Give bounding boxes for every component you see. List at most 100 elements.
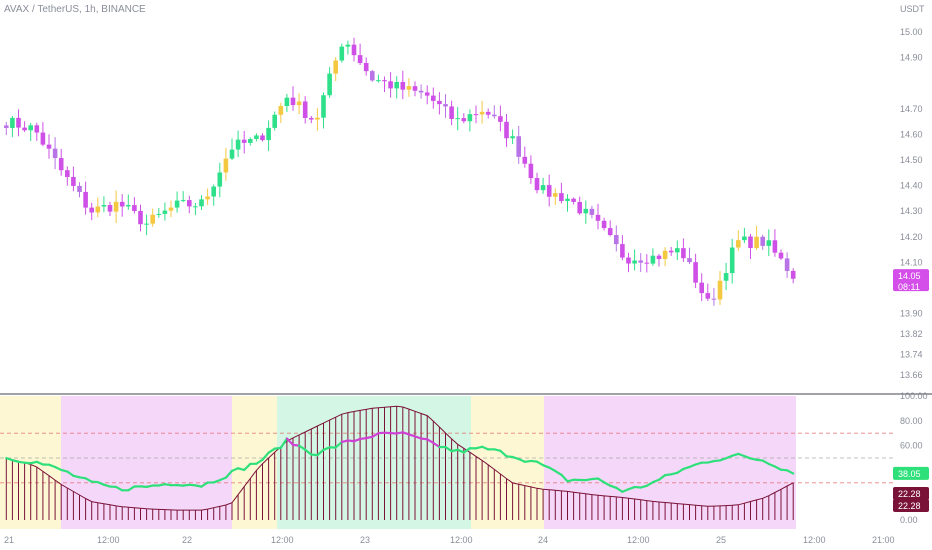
candle: [126, 194, 131, 210]
candle-body: [748, 236, 753, 249]
rsi-line-segment: [554, 469, 563, 476]
candle: [729, 238, 735, 284]
candle-body: [607, 228, 613, 236]
candle: [717, 271, 723, 305]
candle: [766, 229, 772, 257]
candle: [296, 93, 302, 115]
candle-body: [687, 258, 692, 263]
candle-body: [315, 117, 320, 120]
candle-body: [388, 81, 393, 89]
candle-body: [22, 127, 27, 131]
candle-body: [95, 206, 101, 213]
candle-body: [126, 205, 131, 207]
rsi-line-segment: [596, 477, 606, 484]
candle: [144, 214, 149, 236]
candle-body: [614, 235, 619, 245]
candle: [443, 94, 448, 118]
candle-body: [162, 210, 168, 214]
rsi-zone-1: [61, 396, 232, 529]
rsi-line-segment: [602, 481, 612, 487]
rsi-line-segment: [676, 467, 685, 474]
candle: [479, 100, 485, 124]
candle-body: [65, 170, 70, 177]
time-axis[interactable]: 21 12:00 22 12:00 23 12:00 24 12:00 25 12:00 21:00: [4, 535, 895, 545]
price-tick-label: 15.00: [900, 27, 923, 37]
candle: [138, 204, 143, 232]
candle-body: [736, 240, 741, 248]
candle-body: [107, 205, 113, 212]
candle-body: [187, 200, 192, 207]
candle: [589, 205, 595, 219]
candle: [546, 174, 552, 207]
candle: [528, 155, 534, 184]
candle-body: [455, 118, 460, 120]
candle-body: [577, 201, 582, 214]
candle: [107, 201, 113, 217]
candle-body: [632, 260, 637, 264]
candle-body: [113, 201, 119, 212]
candle: [132, 197, 137, 214]
candle: [424, 85, 430, 105]
candle: [248, 137, 253, 146]
rsi-line-segment: [444, 445, 453, 453]
candle-body: [528, 163, 534, 179]
candle-body: [241, 139, 247, 143]
candle-body: [449, 106, 454, 119]
candle: [736, 230, 741, 251]
rsi-tick-label: 100.00: [900, 391, 928, 401]
rsi-line-segment: [645, 481, 655, 487]
rsi-line-segment: [432, 441, 441, 449]
candle-body: [168, 207, 174, 211]
candle: [760, 234, 765, 250]
candle-body: [235, 139, 241, 150]
candle-layer[interactable]: [4, 37, 796, 306]
candle: [22, 121, 27, 132]
time-tick-label: 23: [360, 535, 370, 545]
candle: [278, 102, 284, 123]
candle-body: [229, 149, 235, 159]
candle: [620, 235, 625, 261]
price-axis[interactable]: 15.00 14.90 14.70 14.60 14.50 14.40 14.30 14.20…: [900, 27, 923, 380]
rsi-line-segment: [334, 440, 343, 449]
candle-body: [498, 116, 503, 122]
candle: [376, 74, 381, 83]
candle-body: [223, 158, 229, 173]
candle: [626, 252, 631, 273]
candle: [309, 116, 314, 124]
candle: [101, 196, 107, 213]
candle-body: [339, 46, 345, 61]
rsi-line-segment: [53, 465, 63, 472]
candle-body: [327, 73, 332, 96]
candle-body: [254, 135, 259, 140]
candle-body: [46, 144, 52, 149]
candle: [571, 197, 576, 205]
rsi-zone-4: [471, 396, 544, 529]
candle-body: [595, 214, 601, 221]
candle: [772, 229, 778, 257]
candle: [644, 254, 650, 273]
candle: [510, 129, 515, 145]
chart-title: AVAX / TetherUS, 1h, BINANCE: [4, 4, 146, 15]
candle-body: [406, 86, 412, 90]
candle-body: [89, 207, 94, 213]
rsi-line-segment: [200, 481, 209, 488]
rsi-line-segment: [316, 448, 325, 457]
candle: [235, 130, 241, 158]
candle: [540, 177, 546, 194]
candle: [266, 120, 271, 152]
candle: [272, 111, 277, 131]
candle-body: [723, 273, 729, 281]
rsi-line-segment: [127, 485, 136, 492]
price-tick-label: 13.74: [900, 350, 923, 360]
candle: [449, 100, 454, 126]
rsi-line-segment: [517, 457, 526, 463]
candle: [467, 109, 473, 132]
candle: [345, 40, 351, 55]
candle-body: [52, 148, 58, 159]
candle: [754, 225, 759, 250]
candle-body: [431, 95, 436, 101]
candle-body: [71, 176, 76, 186]
candle-body: [10, 117, 15, 128]
